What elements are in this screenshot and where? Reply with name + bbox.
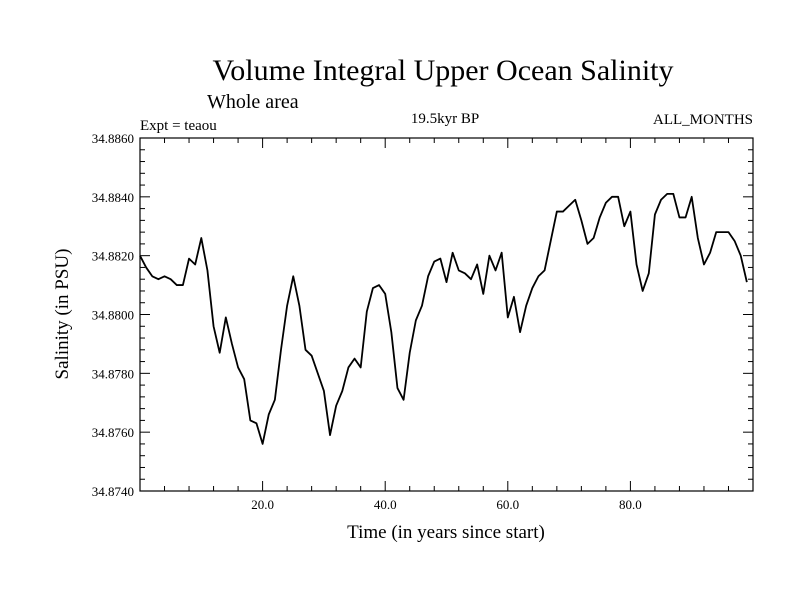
y-tick-label: 34.8740 — [92, 484, 134, 499]
x-tick-label: 20.0 — [251, 497, 274, 512]
plot-frame — [139, 137, 754, 492]
salinity-series-line — [139, 192, 748, 445]
y-tick-label: 34.8860 — [92, 131, 134, 146]
x-tick-label: 80.0 — [619, 497, 642, 512]
y-tick-label: 34.8800 — [92, 308, 134, 323]
x-tick-label: 60.0 — [496, 497, 519, 512]
x-ticks — [164, 138, 729, 491]
chart-title: Volume Integral Upper Ocean Salinity — [213, 54, 674, 87]
experiment-label: Expt = teaou — [140, 118, 217, 134]
y-tick-label: 34.8780 — [92, 366, 134, 381]
y-ticks — [140, 149, 753, 480]
x-axis-label: Time (in years since start) — [347, 522, 545, 543]
period-label: 19.5kyr BP — [411, 111, 479, 127]
chart-subtitle: Whole area — [207, 91, 299, 113]
y-tick-label: 34.8760 — [92, 425, 134, 440]
x-tick-label: 40.0 — [374, 497, 397, 512]
y-tick-label: 34.8840 — [92, 190, 134, 205]
x-tick-labels: 20.0 40.0 60.0 80.0 — [251, 497, 642, 512]
y-tick-labels: 34.8740 34.8760 34.8780 34.8800 34.8820 34.88… — [92, 131, 134, 499]
y-axis-label: Salinity (in PSU) — [52, 249, 73, 380]
y-tick-label: 34.8820 — [92, 249, 134, 264]
months-label: ALL_MONTHS — [653, 112, 753, 128]
